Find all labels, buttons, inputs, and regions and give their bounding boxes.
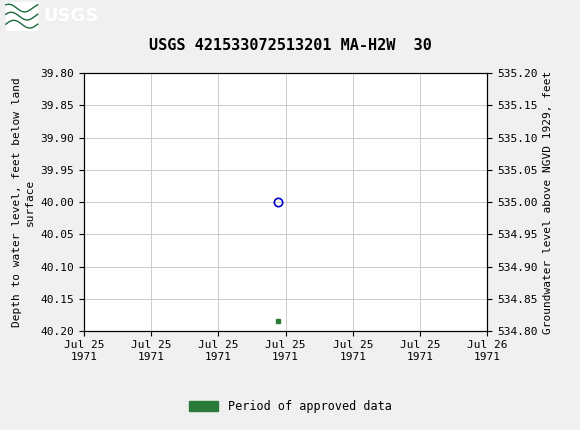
Text: USGS 421533072513201 MA-H2W  30: USGS 421533072513201 MA-H2W 30 xyxy=(148,38,432,52)
Text: USGS: USGS xyxy=(44,7,99,25)
Y-axis label: Groundwater level above NGVD 1929, feet: Groundwater level above NGVD 1929, feet xyxy=(543,71,553,334)
Legend: Period of approved data: Period of approved data xyxy=(184,395,396,418)
Bar xyxy=(6,2,38,31)
Y-axis label: Depth to water level, feet below land
surface: Depth to water level, feet below land su… xyxy=(12,77,35,327)
